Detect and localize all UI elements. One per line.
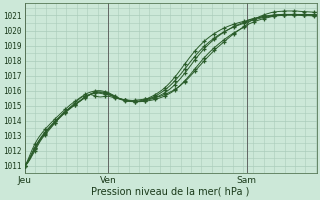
X-axis label: Pression niveau de la mer( hPa ): Pression niveau de la mer( hPa ) bbox=[92, 187, 250, 197]
